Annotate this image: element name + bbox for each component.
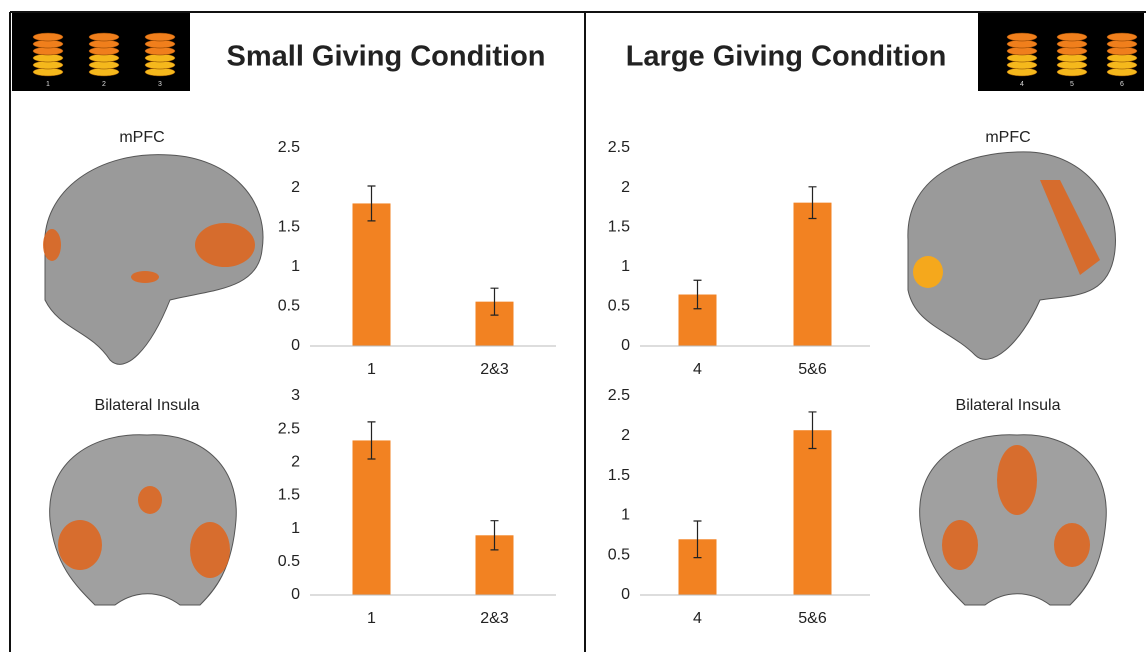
- coin: [88, 32, 120, 42]
- x-tick-label: 4: [693, 361, 702, 378]
- y-tick-label: 2.5: [278, 139, 300, 156]
- coin-label: 5: [1070, 81, 1074, 88]
- y-tick-label: 2.5: [608, 139, 630, 156]
- y-tick-label: 0.5: [608, 298, 630, 315]
- bar: [352, 203, 391, 346]
- region-label: mPFC: [985, 129, 1030, 146]
- y-tick-label: 1: [291, 520, 300, 537]
- y-tick-label: 1.5: [278, 487, 300, 504]
- coin: [32, 32, 64, 42]
- error-bar: [367, 421, 376, 460]
- y-tick-label: 1.5: [278, 218, 300, 235]
- brain-coronal: [49, 434, 237, 606]
- y-tick-label: 2.5: [278, 420, 300, 437]
- coin: [1006, 32, 1038, 42]
- x-tick-label: 4: [693, 610, 702, 627]
- error-bar: [367, 185, 376, 222]
- y-tick-label: 1: [621, 258, 630, 275]
- y-tick-label: 0.5: [608, 546, 630, 563]
- x-tick-label: 2&3: [480, 361, 509, 378]
- region-label: Bilateral Insula: [95, 397, 200, 414]
- region-label: mPFC: [119, 129, 164, 146]
- condition-title: Small Giving Condition: [227, 41, 546, 73]
- y-tick-label: 1: [621, 507, 630, 524]
- y-tick-label: 0.5: [278, 553, 300, 570]
- coin-label: 6: [1120, 81, 1124, 88]
- brain-sagittal: [907, 151, 1116, 360]
- error-bar: [808, 186, 817, 220]
- region-label: Bilateral Insula: [956, 397, 1061, 414]
- coin-label: 3: [158, 81, 162, 88]
- y-tick-label: 0: [621, 337, 630, 354]
- coin-label: 4: [1020, 81, 1024, 88]
- bar: [352, 440, 391, 595]
- brain-sagittal: [43, 154, 264, 365]
- error-bar: [693, 520, 702, 559]
- bar: [793, 430, 832, 595]
- y-tick-label: 1: [291, 258, 300, 275]
- y-tick-label: 1.5: [608, 467, 630, 484]
- coin-label: 1: [46, 81, 50, 88]
- error-bar: [808, 411, 817, 450]
- x-tick-label: 1: [367, 361, 376, 378]
- y-tick-label: 0: [291, 337, 300, 354]
- x-tick-label: 5&6: [798, 361, 827, 378]
- y-tick-label: 0: [291, 586, 300, 603]
- y-tick-label: 0: [621, 586, 630, 603]
- error-bar: [693, 279, 702, 310]
- x-tick-label: 2&3: [480, 610, 509, 627]
- y-tick-label: 1.5: [608, 218, 630, 235]
- brain-coronal: [919, 434, 1107, 606]
- error-bar: [490, 287, 499, 316]
- x-tick-label: 1: [367, 610, 376, 627]
- y-tick-label: 0.5: [278, 298, 300, 315]
- error-bar: [490, 520, 499, 551]
- coin-label: 2: [102, 81, 106, 88]
- y-tick-label: 2: [291, 454, 300, 471]
- y-tick-label: 2: [621, 179, 630, 196]
- x-tick-label: 5&6: [798, 610, 827, 627]
- coin: [144, 32, 176, 42]
- coin: [1056, 32, 1088, 42]
- coin: [1106, 32, 1138, 42]
- y-tick-label: 2: [291, 179, 300, 196]
- condition-title: Large Giving Condition: [626, 41, 947, 73]
- y-tick-label: 3: [291, 387, 300, 404]
- y-tick-label: 2.5: [608, 387, 630, 404]
- bar: [793, 202, 832, 346]
- y-tick-label: 2: [621, 427, 630, 444]
